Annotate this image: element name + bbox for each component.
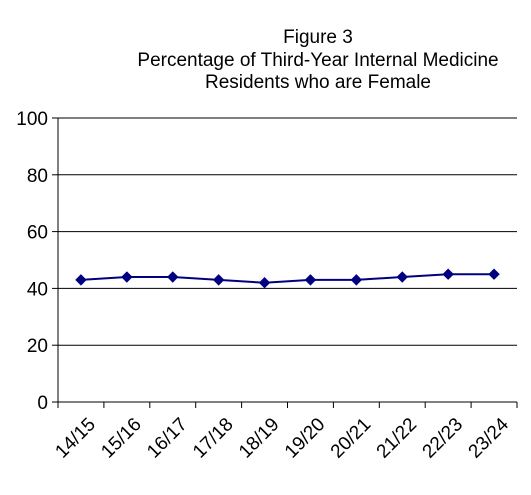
data-point [258,277,271,289]
data-point [121,271,133,283]
x-tick-label: 14/15 [51,414,99,462]
axes [57,118,517,403]
y-tick-label: 60 [27,223,48,244]
data-point [167,271,179,283]
y-tick-label: 100 [16,109,48,130]
y-tick-label: 20 [27,336,48,357]
x-tick-label: 23/24 [465,414,514,463]
title-line-2: Percentage of Third-Year Internal Medici… [137,50,498,71]
data-point [75,274,87,286]
title-line-1: Figure 3 [283,27,353,48]
data-point [304,274,317,286]
data-point [396,271,408,283]
chart-title: Figure 3 Percentage of Third-Year Intern… [137,27,498,93]
y-tick-label: 40 [27,279,48,300]
x-tick-label: 20/21 [327,414,375,462]
data-point [488,268,500,280]
x-axis-ticks: 14/1515/1616/1717/1818/1919/2020/2121/22… [51,402,518,463]
y-axis-ticks: 0 20 40 60 80 100 [16,109,58,414]
title-line-3: Residents who are Female [205,72,431,93]
x-tick-label: 22/23 [419,414,467,462]
x-tick-label: 21/22 [373,414,421,462]
y-tick-label: 80 [27,166,48,187]
x-tick-label: 19/20 [281,414,329,462]
x-tick-label: 16/17 [143,414,191,462]
data-point [350,274,363,286]
series-line [80,273,495,284]
data-series [75,268,500,289]
data-point [442,268,454,280]
y-tick-label: 0 [37,393,48,414]
data-point [212,274,225,286]
y-gridlines [58,117,517,346]
x-tick-label: 15/16 [97,414,145,462]
x-tick-label: 18/19 [235,414,283,462]
x-tick-label: 17/18 [189,414,237,462]
